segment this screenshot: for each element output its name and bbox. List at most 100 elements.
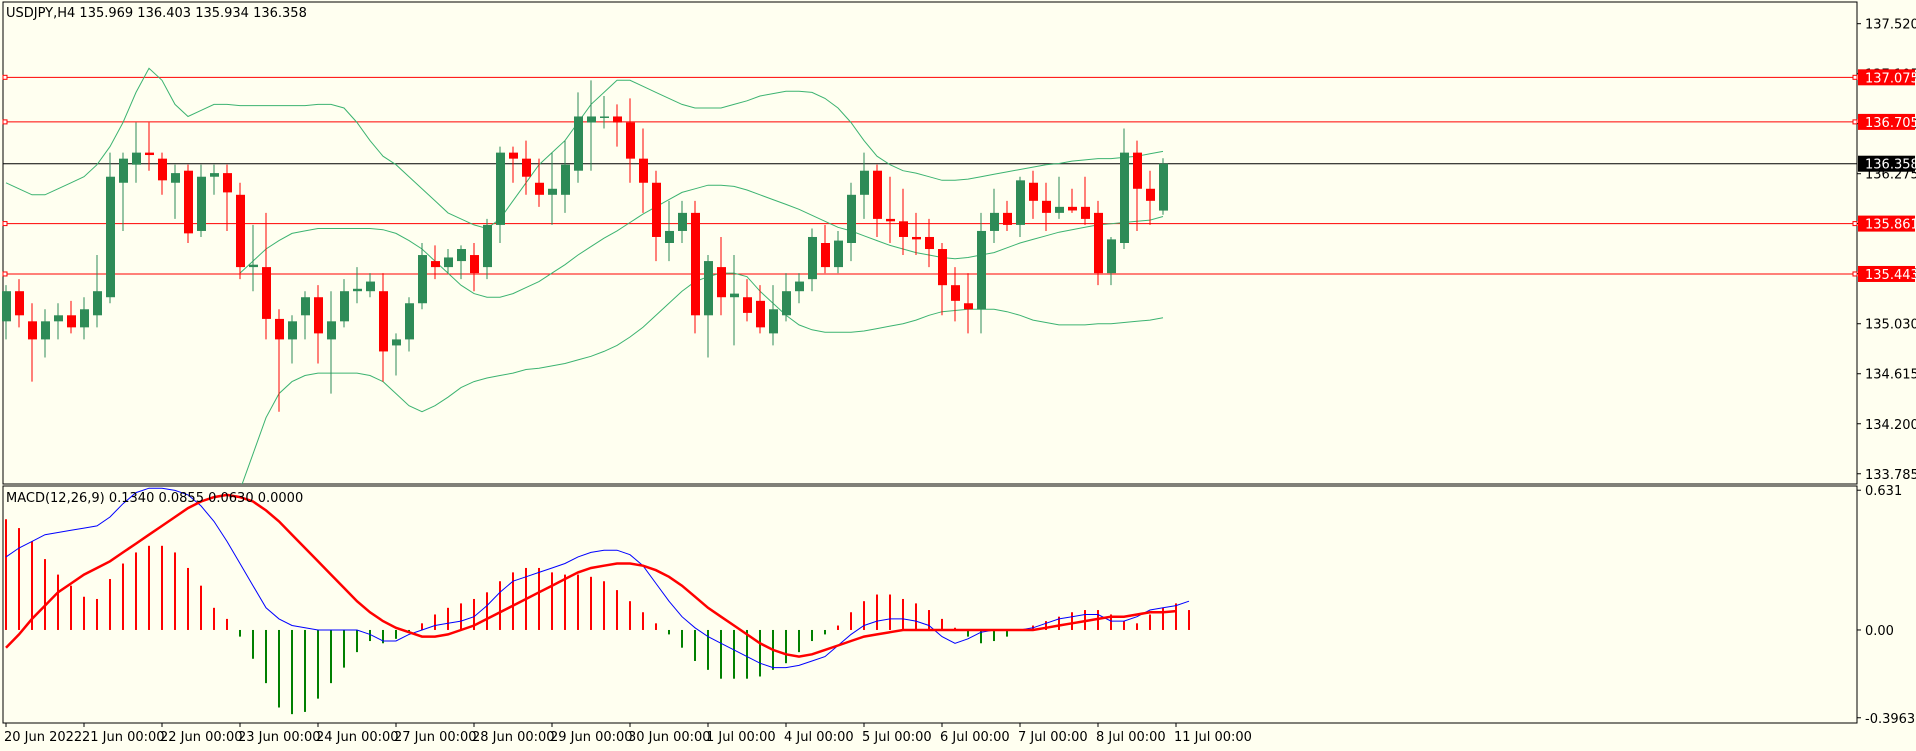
candle-12[interactable] — [158, 152, 167, 195]
candle-61[interactable] — [795, 273, 804, 304]
candle-85[interactable] — [1107, 236, 1116, 286]
candle-57[interactable] — [743, 279, 752, 322]
candle-74[interactable] — [964, 273, 973, 334]
candle-83[interactable] — [1081, 176, 1090, 225]
candle-41[interactable] — [535, 158, 544, 207]
candle-62[interactable] — [808, 228, 817, 292]
level-handle-right-2[interactable] — [1852, 221, 1858, 227]
candle-78[interactable] — [1016, 176, 1025, 237]
candle-59[interactable] — [769, 285, 778, 346]
candle-4[interactable] — [54, 303, 63, 340]
price-panel[interactable]: 137.520137.105136.690136.275135.861135.4… — [2, 1, 1916, 490]
candle-47[interactable] — [613, 104, 622, 147]
candle-58[interactable] — [756, 285, 765, 334]
candle-3[interactable] — [41, 309, 50, 358]
candle-18[interactable] — [236, 182, 245, 280]
candle-25[interactable] — [327, 291, 336, 394]
candle-73[interactable] — [951, 267, 960, 322]
candle-77[interactable] — [1003, 200, 1012, 231]
candle-55[interactable] — [717, 236, 726, 316]
candle-37[interactable] — [483, 218, 492, 280]
candle-60[interactable] — [782, 273, 791, 322]
candle-63[interactable] — [821, 224, 830, 274]
candle-20[interactable] — [262, 212, 271, 340]
candle-34[interactable] — [444, 249, 453, 274]
candle-48[interactable] — [626, 98, 635, 183]
macd-panel[interactable]: 0.631 0.00 -0.3963 MACD(12,26,9) 0.1340 0.… — [2, 484, 1915, 727]
candle-19[interactable] — [249, 224, 258, 292]
candle-89[interactable] — [1159, 158, 1168, 215]
candle-0[interactable] — [2, 285, 11, 340]
candle-35[interactable] — [457, 245, 466, 280]
level-handle-right-0[interactable] — [1852, 74, 1858, 80]
candle-32[interactable] — [418, 243, 427, 310]
level-handle-right-3[interactable] — [1852, 271, 1858, 277]
candle-80[interactable] — [1042, 182, 1051, 231]
candle-33[interactable] — [431, 245, 440, 280]
level-handle-right-1[interactable] — [1852, 119, 1858, 125]
candle-8[interactable] — [106, 152, 115, 304]
candle-16[interactable] — [210, 164, 219, 195]
candle-87[interactable] — [1133, 140, 1142, 231]
candle-23[interactable] — [301, 291, 310, 340]
candle-88[interactable] — [1146, 170, 1155, 225]
candle-65[interactable] — [847, 182, 856, 262]
candle-70[interactable] — [912, 212, 921, 256]
candle-49[interactable] — [639, 128, 648, 213]
candle-86[interactable] — [1120, 128, 1129, 250]
candle-40[interactable] — [522, 140, 531, 195]
candle-75[interactable] — [977, 212, 986, 334]
candle-31[interactable] — [405, 297, 414, 352]
candle-27[interactable] — [353, 267, 362, 304]
candle-10[interactable] — [132, 122, 141, 183]
candle-6[interactable] — [80, 297, 89, 340]
candle-81[interactable] — [1055, 176, 1064, 219]
candle-5[interactable] — [67, 300, 76, 334]
candle-14[interactable] — [184, 164, 193, 243]
candle-28[interactable] — [366, 273, 375, 298]
candle-42[interactable] — [548, 152, 557, 225]
candle-69[interactable] — [899, 188, 908, 256]
candle-76[interactable] — [990, 188, 999, 243]
candle-26[interactable] — [340, 279, 349, 328]
level-handle-left-0[interactable] — [2, 74, 8, 80]
candle-46[interactable] — [600, 95, 609, 129]
candle-56[interactable] — [730, 255, 739, 346]
candle-45[interactable] — [587, 80, 596, 171]
candle-11[interactable] — [145, 122, 154, 171]
candle-1[interactable] — [15, 279, 24, 328]
candle-67[interactable] — [873, 164, 882, 237]
candle-15[interactable] — [197, 164, 206, 237]
candle-17[interactable] — [223, 164, 232, 231]
candle-82[interactable] — [1068, 188, 1077, 213]
candle-7[interactable] — [93, 255, 102, 328]
candle-38[interactable] — [496, 146, 505, 243]
candle-53[interactable] — [691, 200, 700, 334]
candle-54[interactable] — [704, 255, 713, 358]
candle-52[interactable] — [678, 200, 687, 243]
candle-79[interactable] — [1029, 170, 1038, 219]
candle-2[interactable] — [28, 303, 37, 382]
candle-39[interactable] — [509, 146, 518, 183]
candle-44[interactable] — [574, 92, 583, 183]
candle-9[interactable] — [119, 152, 128, 231]
candle-43[interactable] — [561, 140, 570, 213]
candle-21[interactable] — [275, 309, 284, 412]
candle-84[interactable] — [1094, 200, 1103, 286]
candle-64[interactable] — [834, 230, 843, 274]
candle-24[interactable] — [314, 285, 323, 364]
candle-13[interactable] — [171, 164, 180, 219]
candle-22[interactable] — [288, 315, 297, 364]
candle-72[interactable] — [938, 243, 947, 316]
candle-51[interactable] — [665, 200, 674, 262]
candle-66[interactable] — [860, 152, 869, 219]
level-handle-left-1[interactable] — [2, 119, 8, 125]
level-handle-left-2[interactable] — [2, 221, 8, 227]
candle-36[interactable] — [470, 243, 479, 292]
candle-71[interactable] — [925, 218, 934, 268]
level-handle-left-3[interactable] — [2, 271, 8, 277]
candle-68[interactable] — [886, 176, 895, 243]
candle-29[interactable] — [379, 273, 388, 382]
candle-50[interactable] — [652, 170, 661, 262]
candle-30[interactable] — [392, 333, 401, 376]
